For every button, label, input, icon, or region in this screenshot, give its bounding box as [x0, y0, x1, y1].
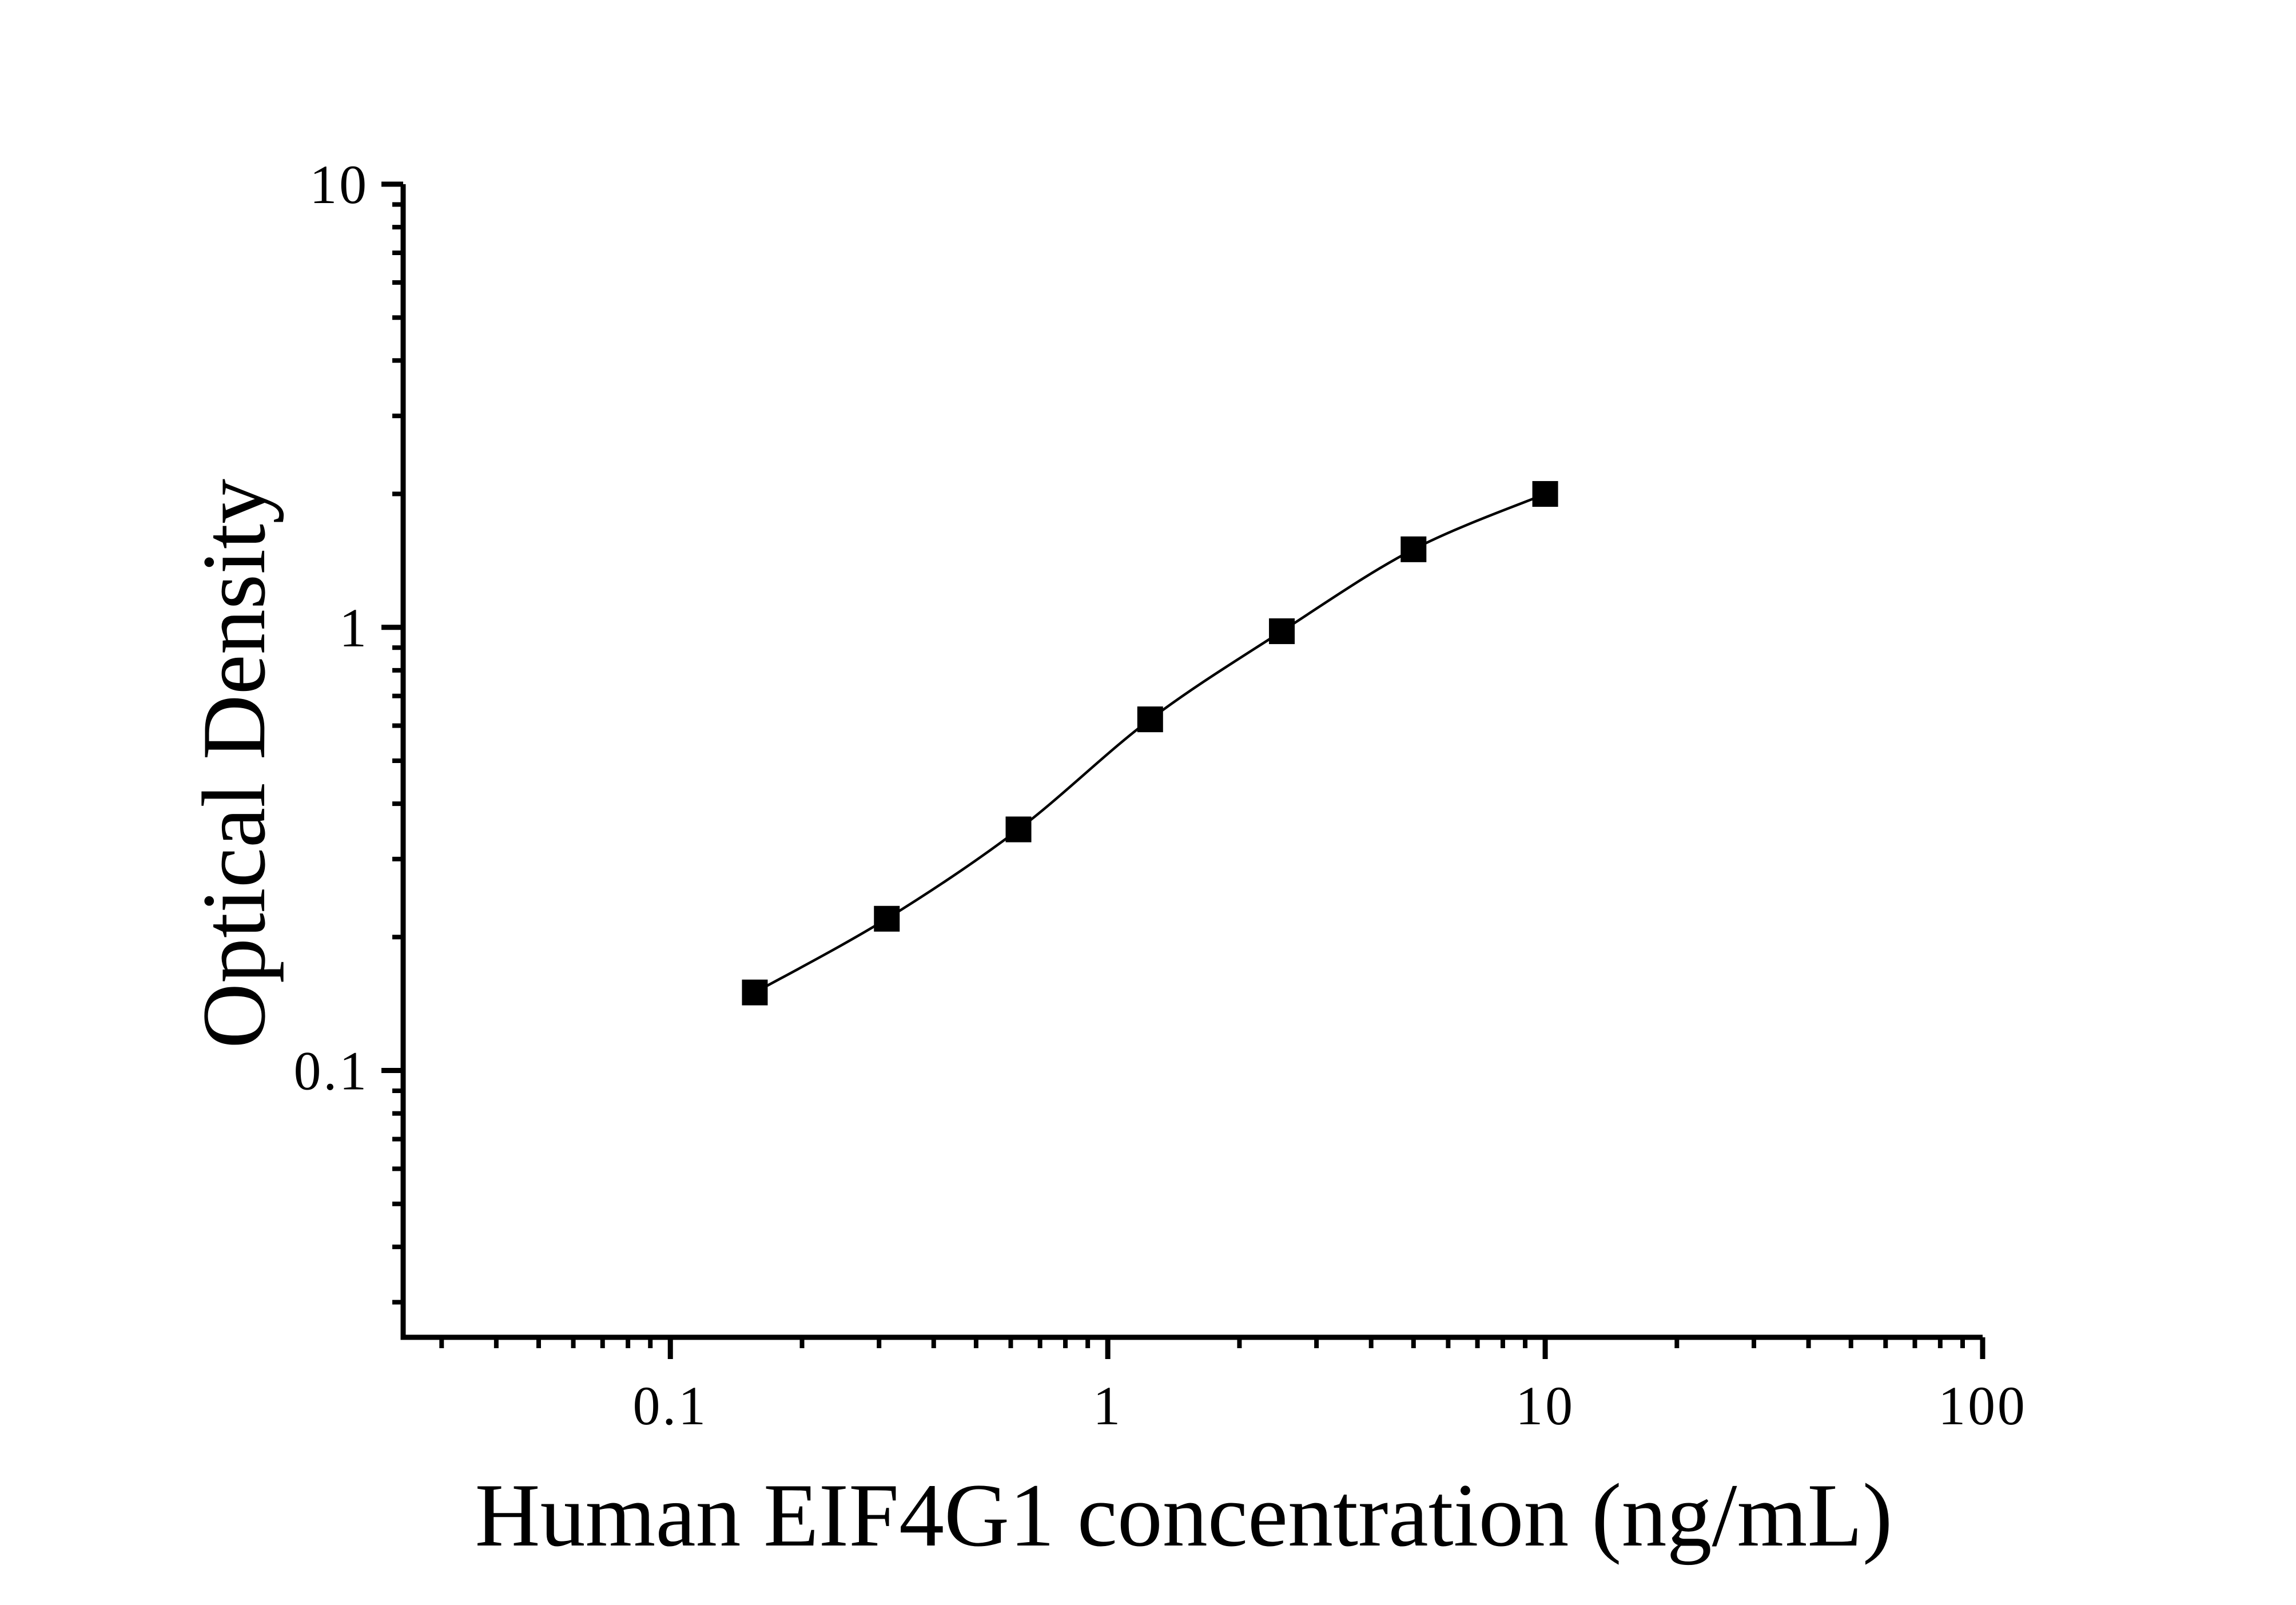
y-tick-label: 10	[309, 154, 369, 215]
y-tick-label: 0.1	[293, 1040, 369, 1102]
y-axis-tick-labels: 10 1 0.1	[293, 154, 369, 1102]
x-tick-label: 100	[1938, 1375, 2027, 1436]
data-point-marker	[874, 905, 900, 932]
data-point-marker	[1532, 481, 1558, 507]
y-tick-label: 1	[339, 597, 369, 658]
x-axis-tick-labels: 0.1 1 10 100	[632, 1375, 2027, 1436]
axis-major-ticks	[381, 181, 1985, 1359]
data-point-markers	[742, 481, 1558, 1006]
data-point-marker	[1137, 706, 1163, 733]
axis-lines	[400, 184, 1983, 1340]
data-point-marker	[1400, 536, 1427, 562]
data-point-marker	[742, 979, 768, 1006]
data-point-marker	[1005, 816, 1032, 843]
data-point-marker	[1269, 618, 1295, 645]
standard-curve-line	[754, 492, 1546, 994]
x-tick-label: 10	[1515, 1375, 1575, 1436]
x-tick-label: 0.1	[632, 1375, 708, 1436]
axis-minor-ticks	[392, 202, 1965, 1348]
y-axis-title: Optical Density	[184, 479, 284, 1048]
x-axis-title: Human EIF4G1 concentration (ng/mL)	[475, 1465, 1892, 1566]
x-tick-label: 1	[1093, 1375, 1123, 1436]
